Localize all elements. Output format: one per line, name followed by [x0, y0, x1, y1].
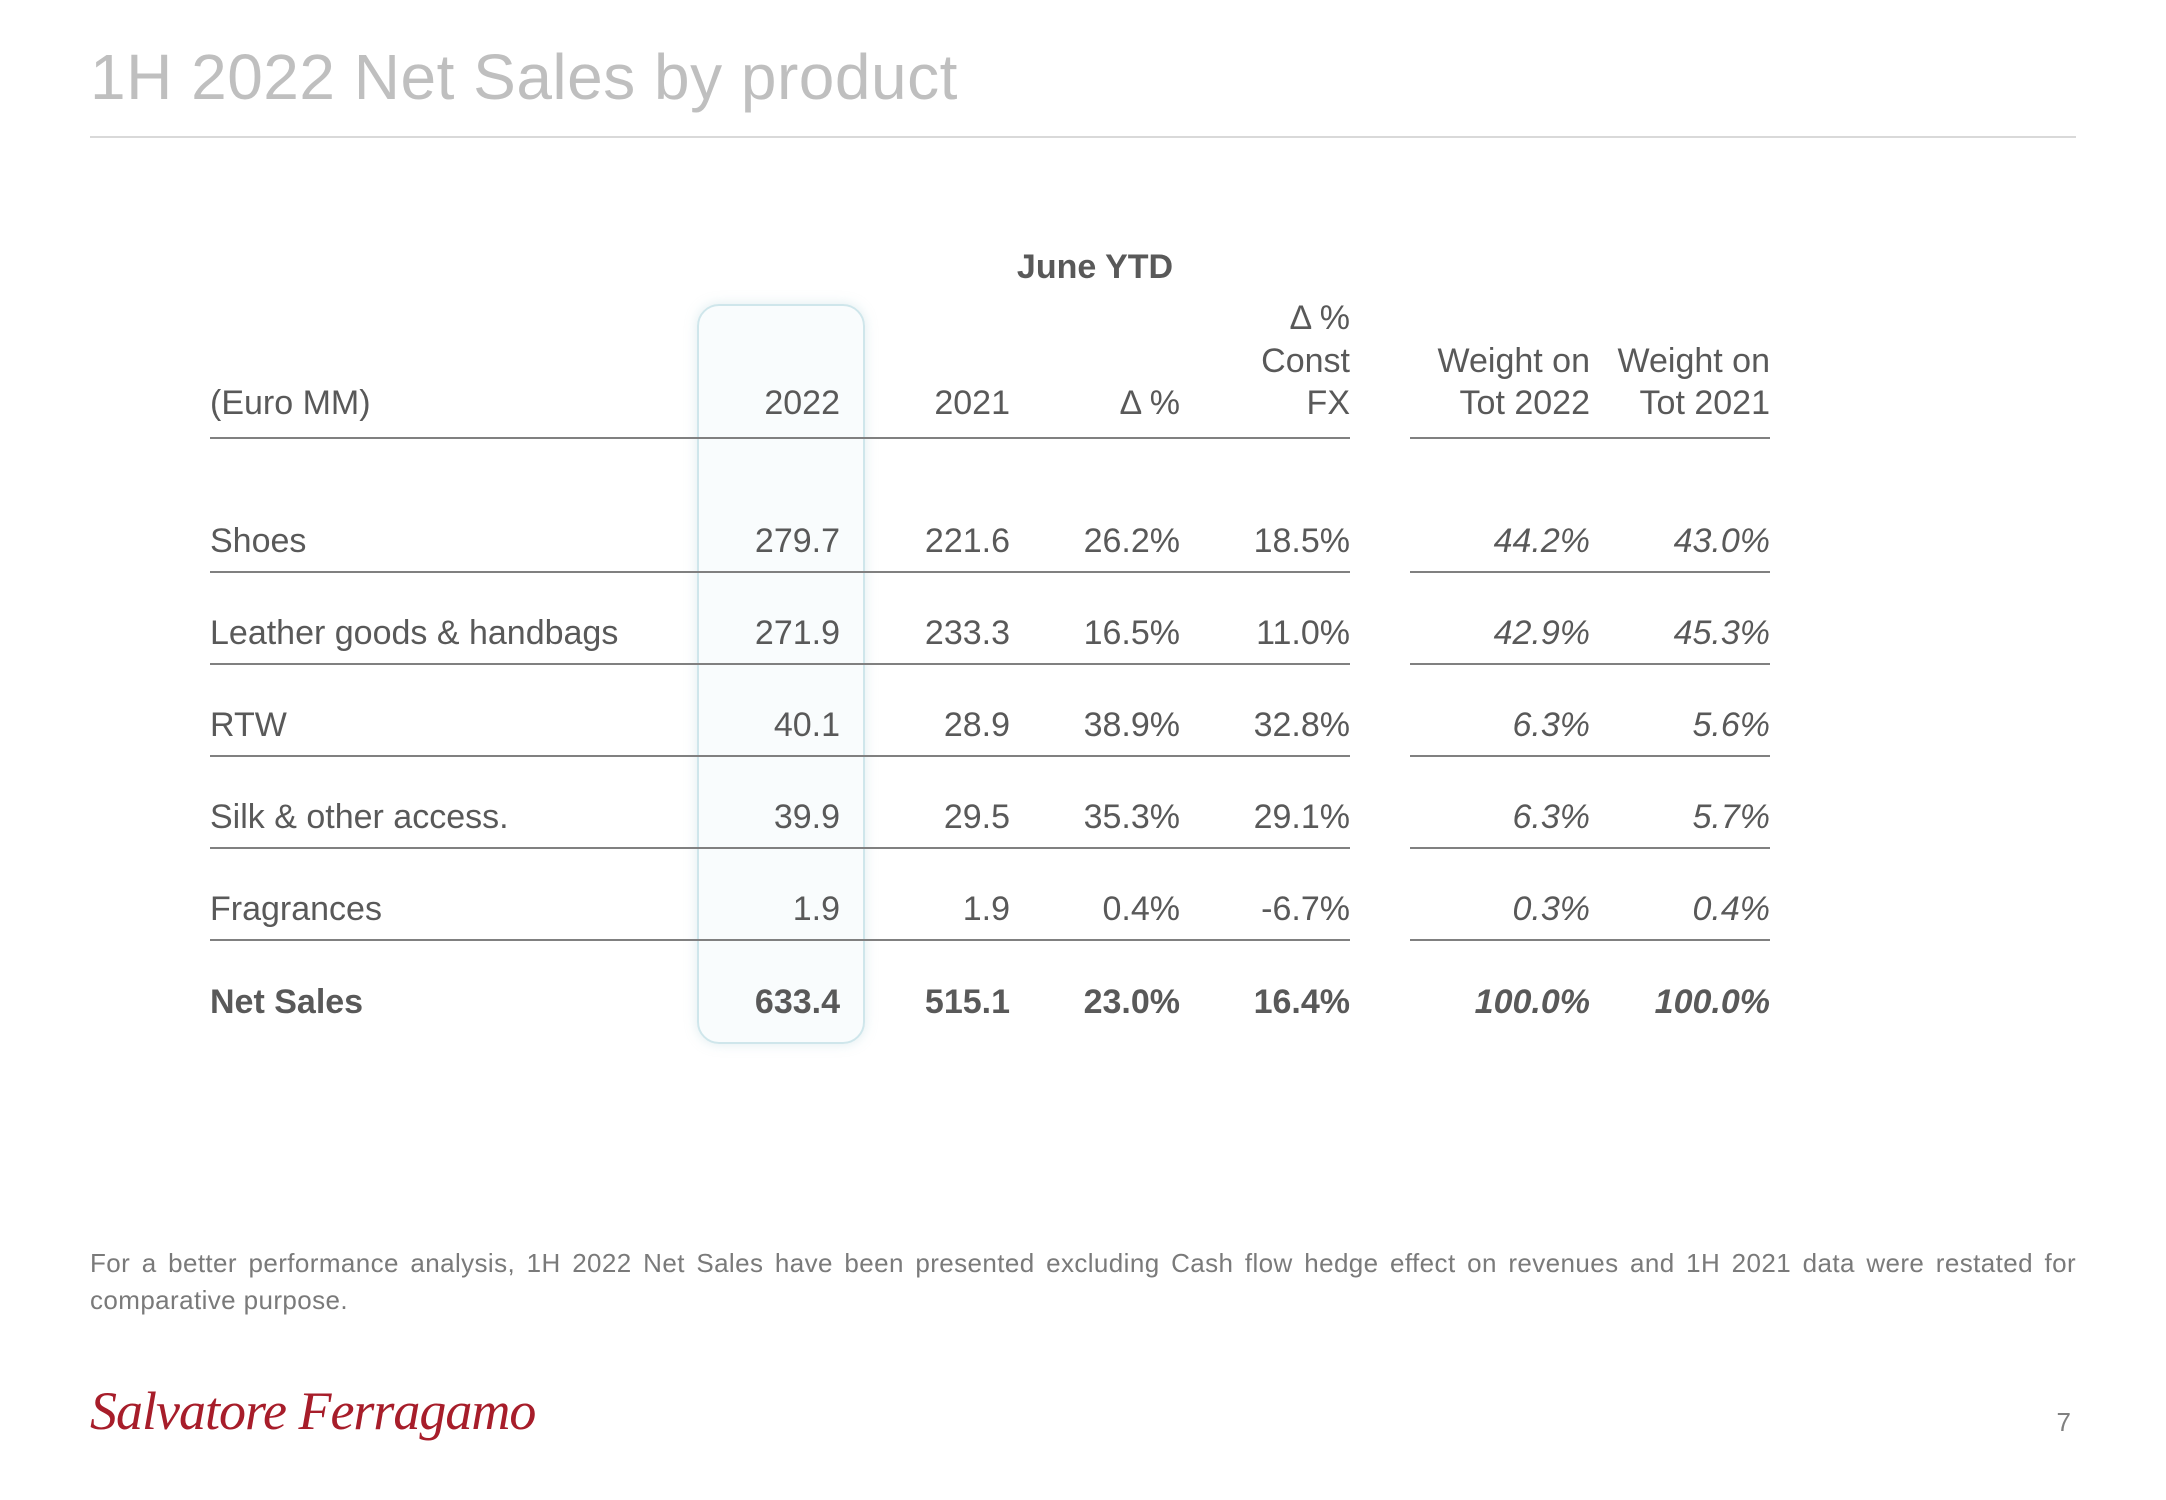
table-row: Leather goods & handbags 271.9 233.3 16.…	[210, 572, 1770, 664]
cell-weight-2021: 5.7%	[1590, 756, 1770, 848]
cell-weight-2022: 44.2%	[1410, 480, 1590, 572]
cell-delta-pct: 26.2%	[1010, 480, 1180, 572]
header-weight-2021: Weight onTot 2021	[1590, 297, 1770, 438]
total-2022: 633.4	[670, 940, 840, 1032]
cell-2022: 271.9	[670, 572, 840, 664]
cell-2021: 29.5	[840, 756, 1010, 848]
row-label: Fragrances	[210, 848, 670, 940]
page-title: 1H 2022 Net Sales by product	[90, 40, 2076, 138]
cell-weight-2021: 43.0%	[1590, 480, 1770, 572]
cell-delta-pct: 35.3%	[1010, 756, 1180, 848]
header-unit: (Euro MM)	[210, 297, 670, 438]
table-row: Fragrances 1.9 1.9 0.4% -6.7% 0.3% 0.4%	[210, 848, 1770, 940]
cell-delta-pct: 16.5%	[1010, 572, 1180, 664]
cell-2021: 28.9	[840, 664, 1010, 756]
cell-delta-pct: 38.9%	[1010, 664, 1180, 756]
cell-2022: 39.9	[670, 756, 840, 848]
page-number: 7	[2057, 1407, 2071, 1438]
cell-weight-2021: 0.4%	[1590, 848, 1770, 940]
cell-delta-const: 29.1%	[1180, 756, 1350, 848]
total-2021: 515.1	[840, 940, 1010, 1032]
cell-2021: 233.3	[840, 572, 1010, 664]
table-row: RTW 40.1 28.9 38.9% 32.8% 6.3% 5.6%	[210, 664, 1770, 756]
total-delta-const: 16.4%	[1180, 940, 1350, 1032]
total-weight-2022: 100.0%	[1410, 940, 1590, 1032]
cell-delta-const: 11.0%	[1180, 572, 1350, 664]
cell-delta-const: 18.5%	[1180, 480, 1350, 572]
cell-weight-2021: 5.6%	[1590, 664, 1770, 756]
header-2021: 2021	[840, 297, 1010, 438]
cell-delta-pct: 0.4%	[1010, 848, 1180, 940]
cell-2022: 1.9	[670, 848, 840, 940]
table-row: Silk & other access. 39.9 29.5 35.3% 29.…	[210, 756, 1770, 848]
sales-table-container: June YTD (Euro MM) 2022 2021 Δ % Δ %Cons…	[210, 248, 1770, 1032]
table-total-row: Net Sales 633.4 515.1 23.0% 16.4% 100.0%…	[210, 940, 1770, 1032]
header-delta-pct: Δ %	[1010, 297, 1180, 438]
total-weight-2021: 100.0%	[1590, 940, 1770, 1032]
cell-2022: 279.7	[670, 480, 840, 572]
cell-weight-2021: 45.3%	[1590, 572, 1770, 664]
row-label: Shoes	[210, 480, 670, 572]
row-label: RTW	[210, 664, 670, 756]
net-sales-table: June YTD (Euro MM) 2022 2021 Δ % Δ %Cons…	[210, 248, 1770, 1032]
cell-2021: 221.6	[840, 480, 1010, 572]
cell-2021: 1.9	[840, 848, 1010, 940]
header-delta-const: Δ %ConstFX	[1180, 297, 1350, 438]
footnote: For a better performance analysis, 1H 20…	[90, 1245, 2076, 1320]
brand-logo: Salvatore Ferragamo	[90, 1380, 535, 1442]
row-label: Leather goods & handbags	[210, 572, 670, 664]
cell-2022: 40.1	[670, 664, 840, 756]
cell-weight-2022: 6.3%	[1410, 664, 1590, 756]
header-weight-2022: Weight onTot 2022	[1410, 297, 1590, 438]
cell-weight-2022: 0.3%	[1410, 848, 1590, 940]
cell-delta-const: 32.8%	[1180, 664, 1350, 756]
total-delta-pct: 23.0%	[1010, 940, 1180, 1032]
cell-delta-const: -6.7%	[1180, 848, 1350, 940]
cell-weight-2022: 6.3%	[1410, 756, 1590, 848]
period-label: June YTD	[1010, 248, 1180, 297]
header-2022: 2022	[670, 297, 840, 438]
cell-weight-2022: 42.9%	[1410, 572, 1590, 664]
row-label: Silk & other access.	[210, 756, 670, 848]
table-row: Shoes 279.7 221.6 26.2% 18.5% 44.2% 43.0…	[210, 480, 1770, 572]
total-label: Net Sales	[210, 940, 670, 1032]
